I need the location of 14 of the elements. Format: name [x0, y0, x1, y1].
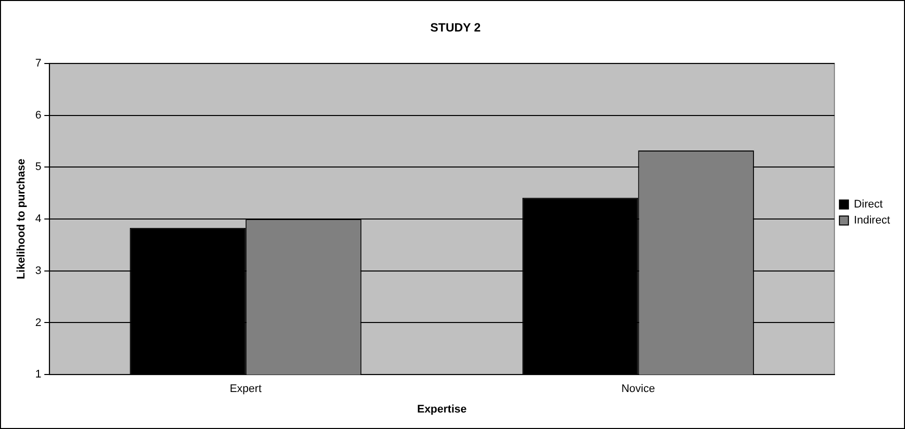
- y-tick-label: 7: [35, 57, 42, 70]
- y-tick-label: 3: [35, 264, 42, 277]
- y-tick-label: 4: [35, 213, 42, 226]
- y-tick-label: 2: [35, 316, 42, 329]
- y-tick-label: 5: [35, 161, 42, 174]
- y-tick-label: 6: [35, 109, 42, 122]
- y-tick-label: 1: [35, 368, 42, 381]
- chart-title: STUDY 2: [430, 20, 482, 35]
- legend-label: Direct: [854, 198, 883, 211]
- legend-label: Indirect: [854, 214, 890, 227]
- x-tick-label: Expert: [230, 383, 262, 396]
- y-axis-title: Likelihood to purchase: [16, 158, 28, 280]
- x-axis-title: Expertise: [417, 403, 467, 416]
- x-tick-label: Novice: [621, 383, 655, 396]
